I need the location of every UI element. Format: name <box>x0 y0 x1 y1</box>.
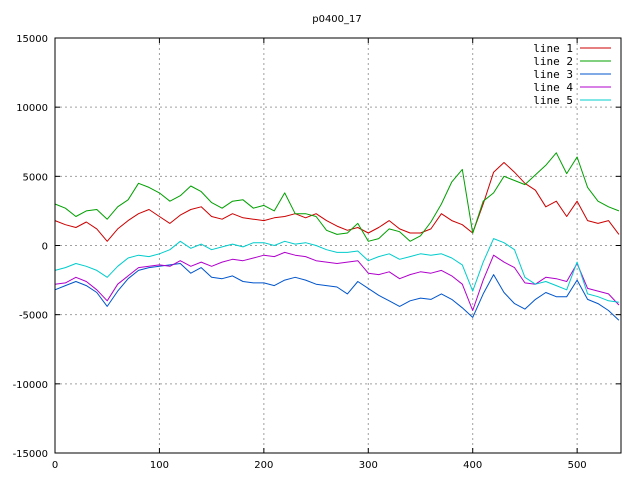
legend-label: line 1 <box>533 42 573 55</box>
x-tick-label: 0 <box>52 460 58 471</box>
series-line-4 <box>54 251 620 311</box>
grid <box>55 38 621 453</box>
x-tick-label: 400 <box>463 460 482 471</box>
series-line-3 <box>54 263 620 321</box>
legend-label: line 3 <box>533 68 573 81</box>
y-tick-label: -5000 <box>19 311 48 322</box>
axes: 0 100 200 300 400 500 -15000 -10000 -5000 0 5000 10… <box>13 34 621 471</box>
chart-title: p0400_17 <box>312 14 362 25</box>
y-tick-label: 15000 <box>16 34 48 45</box>
y-tick-label: -10000 <box>13 380 48 391</box>
series-group <box>54 152 620 321</box>
series-line-2 <box>54 152 620 242</box>
x-tick-label: 300 <box>359 460 378 471</box>
legend-label: line 4 <box>533 81 573 94</box>
y-tick-label: 5000 <box>23 172 48 183</box>
legend-label: line 2 <box>533 55 573 68</box>
y-tick-label: 10000 <box>16 103 48 114</box>
legend-label: line 5 <box>533 94 573 107</box>
series-line-1 <box>54 162 620 242</box>
x-tick-label: 200 <box>254 460 273 471</box>
x-tick-label: 100 <box>150 460 169 471</box>
series-line-5 <box>54 238 619 303</box>
y-tick-label: 0 <box>42 242 48 253</box>
y-tick-label: -15000 <box>13 449 48 460</box>
x-tick-label: 500 <box>568 460 587 471</box>
